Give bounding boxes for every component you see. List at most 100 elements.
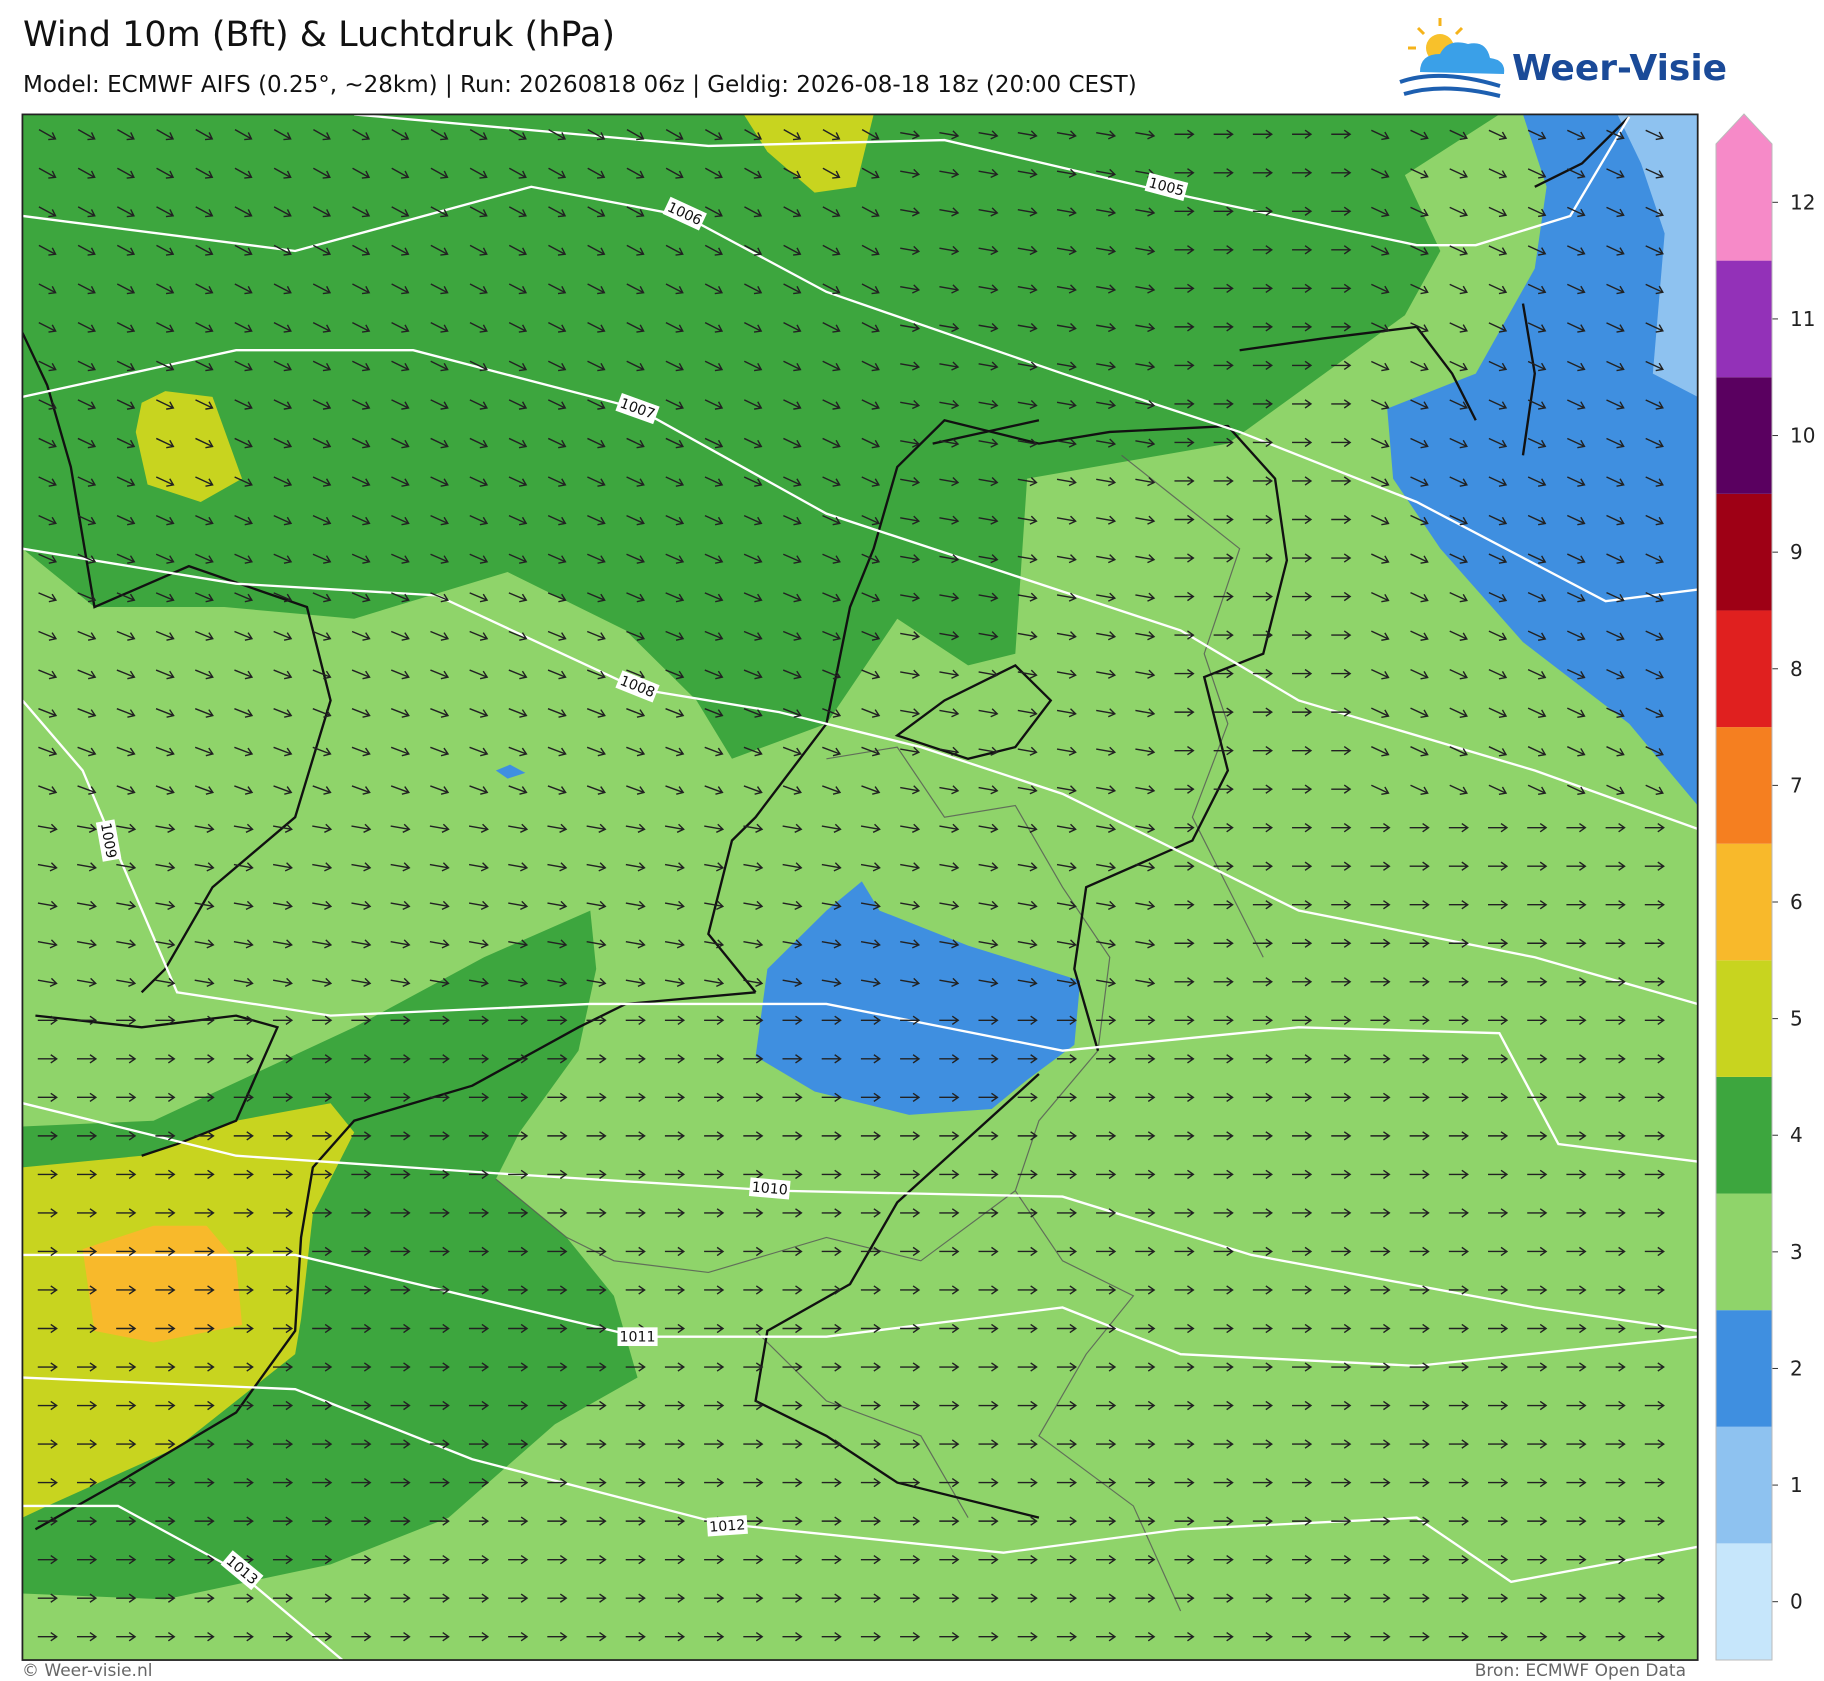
wind-arrow: [194, 1477, 215, 1488]
wind-arrow: [978, 554, 999, 564]
wind-arrow: [900, 862, 921, 872]
wind-arrow: [1096, 400, 1117, 410]
wind-arrow: [312, 1285, 333, 1295]
wind-arrow: [1135, 939, 1156, 949]
wind-arrow: [1135, 1593, 1156, 1603]
wind-arrow: [1488, 476, 1508, 487]
wind-arrow: [860, 1554, 882, 1565]
wind-arrow: [391, 437, 410, 449]
wind-arrow: [38, 206, 57, 218]
wind-arrow: [626, 244, 645, 256]
wind-arrow: [1371, 707, 1390, 718]
wind-arrow: [1645, 129, 1664, 141]
wind-arrow: [1567, 784, 1586, 796]
wind-arrow: [665, 708, 685, 718]
wind-arrow: [1370, 1593, 1391, 1603]
wind-arrow: [116, 283, 136, 295]
wind-arrow: [900, 1439, 921, 1449]
wind-arrow: [744, 283, 763, 295]
wind-arrow: [116, 515, 136, 526]
wind-arrow: [77, 669, 97, 680]
wind-arrow: [1213, 1439, 1234, 1449]
wind-arrow: [978, 708, 999, 718]
wind-arrow: [76, 862, 97, 872]
wind-arrow: [1488, 784, 1508, 796]
wind-arrow: [1370, 1169, 1391, 1180]
wind-arrow: [1135, 554, 1156, 564]
wind-arrow: [704, 746, 724, 757]
wind-arrow: [468, 1208, 490, 1218]
wind-arrow: [1213, 861, 1234, 871]
colorbar-label: 1: [1790, 1473, 1803, 1497]
wind-arrow: [704, 1015, 725, 1025]
wind-arrow: [978, 823, 999, 833]
wind-arrow: [1527, 1169, 1548, 1180]
wind-arrow: [900, 322, 921, 333]
wind-arrow: [1174, 1246, 1195, 1257]
wind-arrow: [744, 322, 763, 333]
wind-arrow: [312, 476, 332, 487]
wind-arrow: [1096, 515, 1117, 525]
wind-arrow: [664, 1285, 686, 1295]
wind-arrow: [312, 1131, 333, 1141]
wind-arrow: [547, 1131, 568, 1141]
wind-arrow: [312, 1015, 333, 1025]
wind-arrow: [1292, 707, 1313, 717]
wind-arrow: [625, 1439, 646, 1449]
wind-arrow: [1017, 1169, 1038, 1180]
wind-arrow: [76, 1054, 98, 1064]
wind-arrow: [1410, 437, 1429, 449]
wind-arrow: [1527, 283, 1547, 295]
wind-arrow: [508, 900, 529, 911]
wind-arrow: [1213, 360, 1234, 371]
wind-arrow: [156, 167, 175, 179]
wind-arrow: [1409, 823, 1430, 833]
wind-arrow: [1056, 245, 1077, 256]
wind-arrow: [547, 1554, 568, 1565]
wind-arrow: [195, 360, 214, 372]
wind-arrow: [548, 206, 567, 218]
wind-arrow: [744, 167, 763, 179]
wind-arrow: [391, 206, 410, 218]
wind-arrow: [822, 322, 841, 333]
wind-arrow: [1566, 1362, 1587, 1372]
wind-arrow: [1252, 168, 1273, 178]
wind-arrow: [860, 1169, 882, 1180]
wind-arrow: [1488, 1285, 1509, 1295]
wind-arrow: [116, 823, 137, 833]
wind-arrow: [1213, 1285, 1234, 1295]
wind-arrow: [1213, 1516, 1234, 1526]
wind-arrow: [978, 1054, 999, 1064]
wind-arrow: [1371, 784, 1390, 796]
wind-arrow: [469, 167, 488, 179]
wind-arrow: [1527, 322, 1547, 333]
isobar-label-text: 1009: [97, 822, 119, 860]
wind-arrow: [547, 1323, 568, 1334]
wind-arrow: [939, 1054, 960, 1064]
wind-arrow: [1527, 784, 1547, 796]
wind-arrow: [116, 862, 137, 872]
wind-arrow: [194, 1092, 215, 1103]
wind-arrow: [312, 1554, 333, 1565]
wind-arrow: [664, 1362, 686, 1372]
wind-arrow: [390, 1516, 411, 1526]
wind-arrow: [547, 1054, 568, 1064]
wind-arrow: [1566, 1246, 1587, 1257]
wind-arrow: [469, 476, 489, 487]
wind-arrow: [1096, 130, 1117, 140]
colorbar-label: 10: [1790, 424, 1815, 448]
wind-arrow: [704, 1593, 725, 1603]
wind-arrow: [743, 1015, 764, 1025]
wind-arrow: [1252, 399, 1273, 409]
wind-arrow: [1567, 476, 1586, 487]
wind-arrow: [38, 592, 58, 603]
wind-arrow: [1527, 977, 1548, 987]
wind-arrow: [233, 1169, 254, 1180]
wind-arrow: [1292, 1015, 1313, 1025]
wind-arrow: [1527, 1015, 1548, 1025]
wind-arrow: [704, 669, 724, 680]
wind-arrow: [390, 1439, 411, 1449]
wind-arrow: [547, 360, 567, 372]
wind-arrow: [1605, 1516, 1626, 1526]
wind-arrow: [1644, 1131, 1665, 1141]
